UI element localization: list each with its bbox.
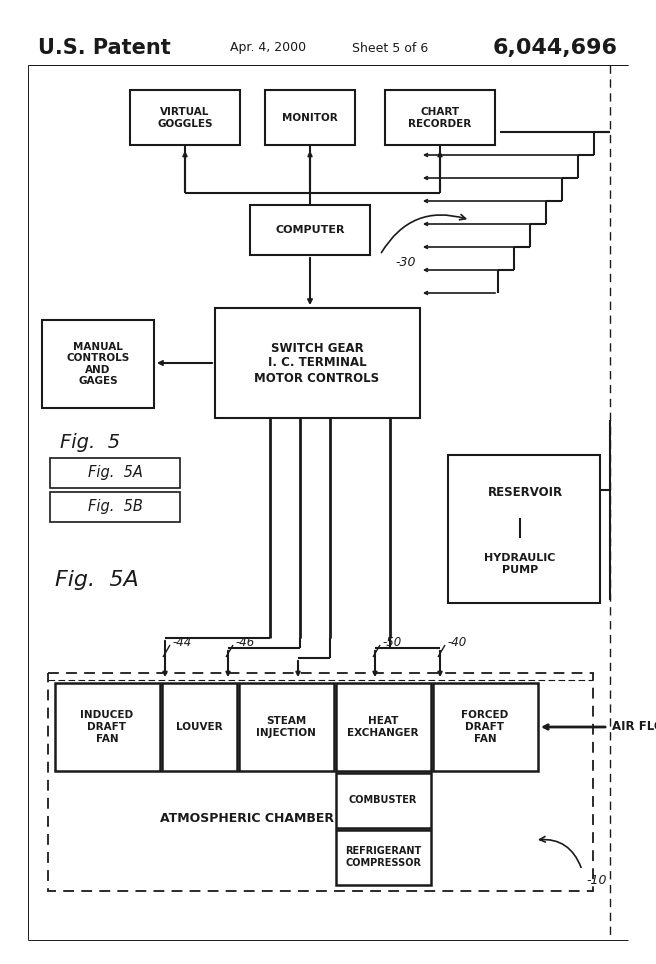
Text: CHART
RECORDER: CHART RECORDER (409, 107, 472, 129)
Text: SWITCH GEAR
I. C. TERMINAL
MOTOR CONTROLS: SWITCH GEAR I. C. TERMINAL MOTOR CONTROL… (255, 341, 380, 385)
Bar (215, 308, 420, 418)
Bar (50, 492, 180, 522)
Text: MONITOR: MONITOR (282, 113, 338, 123)
Bar (336, 773, 431, 828)
Text: COMBUSTER: COMBUSTER (349, 795, 417, 805)
Text: AIR FLOW: AIR FLOW (612, 720, 656, 734)
Text: 6,044,696: 6,044,696 (493, 38, 618, 58)
Text: Fig.  5: Fig. 5 (60, 433, 120, 451)
Bar (336, 683, 431, 771)
Text: COMPUTER: COMPUTER (276, 225, 345, 235)
Text: Apr. 4, 2000: Apr. 4, 2000 (230, 41, 306, 55)
Text: -50: -50 (382, 636, 401, 650)
Bar (48, 673, 593, 891)
Bar (50, 458, 180, 488)
Text: -44: -44 (172, 636, 192, 650)
Text: REFRIGERANT
COMPRESSOR: REFRIGERANT COMPRESSOR (345, 846, 421, 868)
Text: Fig.  5A: Fig. 5A (55, 570, 139, 590)
Text: VIRTUAL
GOGGLES: VIRTUAL GOGGLES (157, 107, 213, 129)
Bar (130, 90, 240, 145)
Bar (448, 455, 600, 603)
Text: Sheet 5 of 6: Sheet 5 of 6 (352, 41, 428, 55)
Text: HEAT
EXCHANGER: HEAT EXCHANGER (347, 716, 419, 737)
Text: Fig.  5B: Fig. 5B (87, 499, 142, 515)
Text: -30: -30 (395, 255, 415, 269)
Text: Fig.  5A: Fig. 5A (87, 466, 142, 480)
Text: RESERVOIR: RESERVOIR (487, 486, 563, 498)
Text: MANUAL
CONTROLS
AND
GAGES: MANUAL CONTROLS AND GAGES (66, 341, 130, 387)
Text: U.S. Patent: U.S. Patent (38, 38, 171, 58)
Bar (460, 538, 580, 590)
Bar (42, 320, 154, 408)
Bar (265, 90, 355, 145)
Bar (239, 683, 334, 771)
Bar (162, 683, 237, 771)
Bar (460, 466, 590, 518)
Bar (433, 683, 538, 771)
Bar (55, 683, 160, 771)
Text: -46: -46 (235, 636, 255, 650)
Text: INDUCED
DRAFT
FAN: INDUCED DRAFT FAN (81, 710, 134, 743)
Bar (336, 830, 431, 885)
Text: FORCED
DRAFT
FAN: FORCED DRAFT FAN (461, 710, 508, 743)
Bar (250, 205, 370, 255)
Bar (385, 90, 495, 145)
Text: STEAM
INJECTION: STEAM INJECTION (256, 716, 316, 737)
Text: LOUVER: LOUVER (176, 722, 222, 732)
Text: HYDRAULIC
PUMP: HYDRAULIC PUMP (484, 553, 556, 575)
Text: -40: -40 (447, 636, 466, 650)
Text: -10: -10 (586, 873, 607, 887)
Text: ATMOSPHERIC CHAMBER: ATMOSPHERIC CHAMBER (160, 812, 334, 824)
